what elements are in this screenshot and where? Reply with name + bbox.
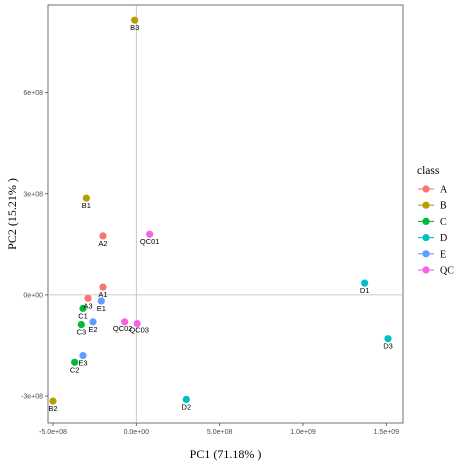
point-label-e1: E1 [97, 304, 106, 313]
point-label-e3: E3 [78, 359, 87, 368]
legend-key-e [422, 250, 430, 258]
legend-key-qc [422, 266, 430, 274]
point-a3 [84, 294, 92, 302]
point-qc03 [133, 319, 141, 328]
point-label-a1: A1 [98, 290, 107, 299]
point-b1 [82, 194, 90, 202]
point-label-c1: C1 [78, 311, 88, 320]
point-d3 [384, 335, 392, 343]
x-tick-label: -5.0e+08 [39, 429, 67, 436]
x-tick-label: 0.0e+00 [124, 429, 150, 436]
y-tick-label: 0e+00 [23, 292, 43, 299]
point-label-d2: D2 [182, 402, 192, 411]
y-tick-label: 6e+08 [23, 90, 43, 97]
point-d2 [182, 395, 190, 404]
point-label-b3: B3 [130, 23, 139, 32]
point-qc01 [146, 230, 154, 238]
point-c2 [71, 358, 79, 366]
point-label-c3: C3 [77, 328, 87, 337]
point-label-qc02: QC02 [113, 324, 133, 333]
point-label-b2: B2 [48, 404, 57, 413]
point-a2 [99, 232, 107, 240]
legend-title: class [417, 165, 440, 177]
x-axis-title: PC1 (71.18% ) [190, 447, 262, 461]
plot-panel [47, 4, 404, 424]
legend-key-a [422, 185, 430, 193]
legend-key-b [422, 201, 430, 209]
point-label-qc01: QC01 [140, 237, 160, 246]
legend-label-qc: QC [440, 266, 454, 277]
y-tick-label: 3e+08 [23, 191, 43, 198]
point-label-e2: E2 [88, 325, 97, 334]
point-label-qc03: QC03 [129, 326, 149, 335]
point-qc02 [121, 318, 129, 326]
point-d1 [361, 279, 369, 287]
legend-key-d [422, 234, 430, 242]
point-c1 [79, 304, 87, 312]
point-label-b1: B1 [82, 201, 91, 210]
point-label-d3: D3 [383, 342, 393, 351]
point-c3 [77, 320, 85, 329]
point-label-d1: D1 [360, 286, 370, 295]
legend-label-e: E [440, 249, 446, 260]
point-a1 [99, 283, 107, 291]
y-axis-ticks: -3e+08 0e+00 3e+08 6e+08 [21, 90, 48, 401]
point-b2 [49, 397, 57, 405]
reference-lines [48, 5, 403, 423]
x-axis-ticks: -5.0e+08 0.0e+00 5.0e+08 1.0e+09 1.5e+09 [39, 423, 399, 436]
data-points [49, 16, 392, 405]
point-label-a3: A3 [83, 301, 92, 310]
point-e3 [79, 351, 87, 360]
legend-label-c: C [440, 217, 447, 228]
x-tick-label: 1.5e+09 [374, 429, 400, 436]
x-tick-label: 1.0e+09 [290, 429, 316, 436]
point-b3 [131, 16, 139, 24]
point-e2 [89, 318, 97, 326]
point-label-c2: C2 [70, 365, 80, 374]
legend-label-a: A [440, 185, 448, 196]
point-label-a2: A2 [98, 239, 107, 248]
y-tick-label: -3e+08 [21, 394, 43, 401]
x-tick-label: 5.0e+08 [207, 429, 233, 436]
y-axis-title: PC2 (15.21% ) [5, 178, 19, 250]
legend-label-b: B [440, 201, 447, 212]
legend-key-c [422, 217, 430, 225]
legend-label-d: D [440, 233, 447, 244]
point-e1 [97, 297, 105, 305]
